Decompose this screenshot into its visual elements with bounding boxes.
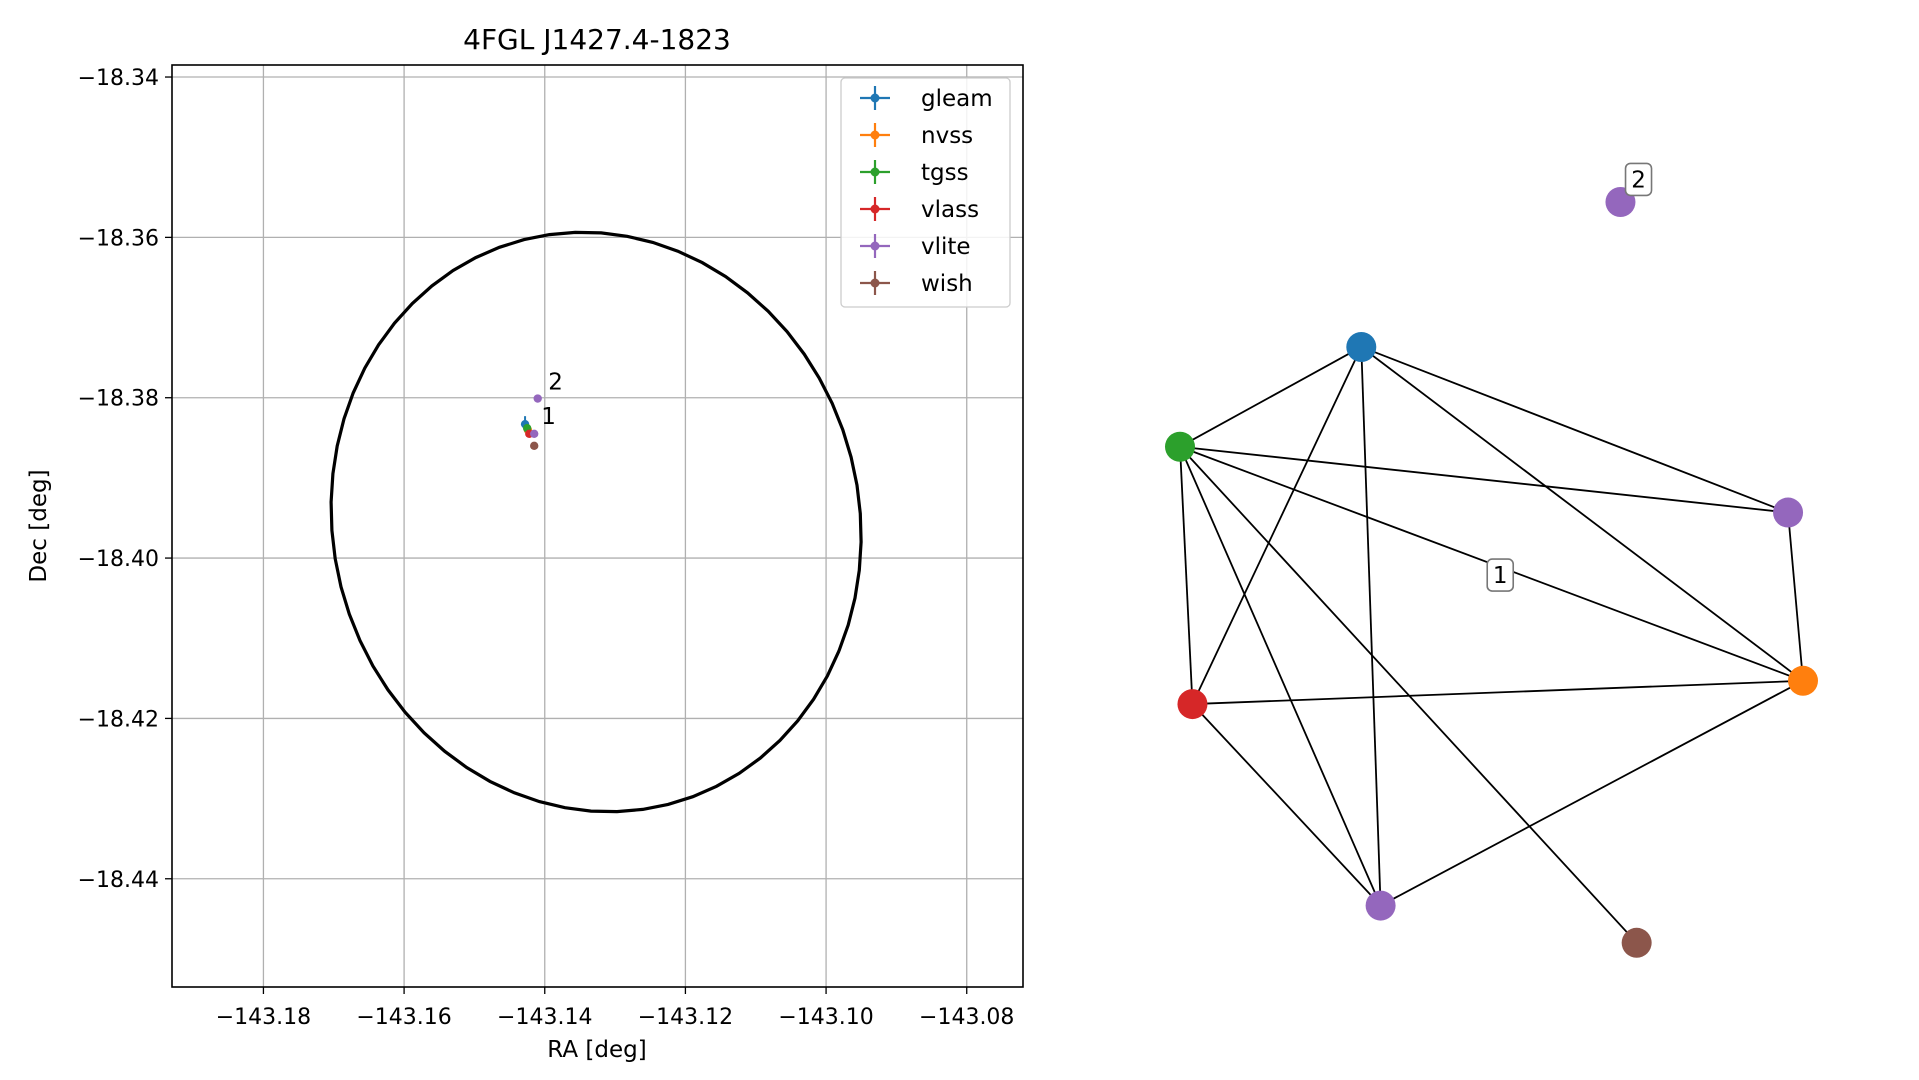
legend-marker-vlass	[870, 204, 880, 214]
point-vlite	[533, 394, 542, 403]
legend-label-tgss: tgss	[921, 160, 969, 186]
error-ellipse	[329, 230, 863, 814]
network-labels: 12	[1486, 162, 1653, 592]
network-edge	[1360, 346, 1382, 906]
x-axis-label: RA [deg]	[547, 1037, 646, 1063]
legend-marker-tgss	[870, 167, 880, 177]
network-edge	[1179, 445, 1789, 514]
x-axis-ticks: −143.18 −143.16 −143.14 −143.12 −143.10 −143.…	[216, 987, 1014, 1030]
network-label: 1	[1493, 563, 1508, 589]
node-vlite_1	[1365, 890, 1396, 921]
y-tick-label: −18.36	[78, 226, 159, 251]
y-tick-label: −18.38	[78, 387, 159, 412]
network-edge	[1360, 346, 1789, 514]
network-edge	[1179, 346, 1362, 448]
legend-marker-vlite	[870, 241, 880, 251]
y-axis-label: Dec [deg]	[26, 469, 52, 582]
node-tgss	[1165, 431, 1195, 462]
point-wish	[530, 441, 539, 451]
annotation-label: 1	[541, 404, 556, 430]
y-axis-ticks: −18.34 −18.36 −18.38 −18.40 −18.42 −18.44	[78, 66, 172, 893]
annotations: 21	[541, 370, 563, 430]
x-tick-label: −143.16	[356, 1005, 451, 1030]
network-edge	[1192, 679, 1804, 705]
legend-label-nvss: nvss	[921, 123, 973, 149]
network-edge	[1179, 446, 1194, 705]
y-tick-label: −18.40	[78, 547, 159, 572]
y-tick-label: −18.34	[78, 66, 159, 91]
legend-marker-wish	[870, 278, 880, 288]
ellipse-layer	[329, 230, 863, 814]
y-tick-label: −18.42	[78, 707, 159, 732]
node-vlite_2	[1773, 497, 1804, 528]
x-tick-label: −143.08	[919, 1005, 1014, 1030]
points-layer	[520, 394, 542, 451]
x-tick-label: −143.10	[778, 1005, 873, 1030]
legend-label-vlass: vlass	[921, 197, 979, 223]
node-vlass	[1177, 689, 1208, 720]
annotation-label: 2	[548, 370, 563, 396]
network-label: 2	[1631, 167, 1646, 193]
network-edge	[1191, 346, 1363, 705]
node-gleam	[1346, 331, 1377, 362]
network-label-box	[1486, 558, 1515, 592]
network-edges	[1179, 346, 1804, 944]
legend-label-vlite: vlite	[921, 234, 971, 260]
network-edge	[1360, 346, 1804, 682]
network-panel: 12	[1165, 162, 1818, 958]
network-edge	[1179, 446, 1638, 944]
node-wish	[1621, 927, 1652, 958]
network-label-box	[1624, 162, 1653, 197]
y-tick-label: −18.44	[78, 868, 159, 893]
chart-title: 4FGL J1427.4-1823	[463, 23, 731, 56]
legend-label-gleam: gleam	[921, 86, 993, 112]
point-vlite	[530, 429, 539, 438]
x-tick-label: −143.12	[638, 1005, 733, 1030]
plot-frame	[171, 64, 1024, 988]
legend-label-wish: wish	[921, 271, 973, 297]
network-edge	[1787, 512, 1804, 681]
legend-marker-nvss	[870, 130, 880, 140]
legend: gleam nvss tgss vlass vlite wish	[840, 77, 1011, 308]
legend-marker-gleam	[870, 93, 880, 103]
network-edge	[1380, 680, 1804, 907]
node-nvss	[1788, 665, 1818, 696]
x-tick-label: −143.14	[497, 1005, 592, 1030]
network-edge	[1179, 446, 1382, 906]
scatter-panel: 4FGL J1427.4-1823 21 −143.18 −143.16 −143.…	[26, 23, 1024, 1063]
network-edge	[1191, 703, 1382, 907]
x-tick-label: −143.18	[216, 1005, 311, 1030]
network-nodes	[1165, 187, 1818, 958]
